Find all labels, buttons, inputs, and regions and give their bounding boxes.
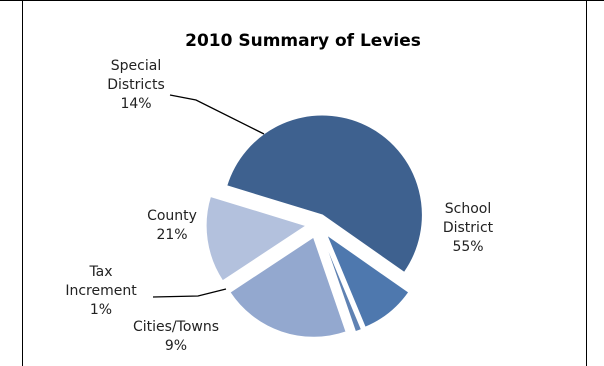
frame-right-line bbox=[586, 0, 587, 366]
leader-line-tax-increment bbox=[152, 288, 227, 298]
leader-lines bbox=[152, 94, 265, 298]
slice-label-county: County 21% bbox=[147, 208, 197, 243]
frame-left-line bbox=[22, 0, 23, 366]
slice-labels: School District 55% Cities/Towns 9%Tax Increm… bbox=[65, 58, 493, 354]
slice-label-school-district: School District 55% bbox=[443, 201, 494, 255]
pie-slice-cities-towns bbox=[325, 233, 410, 328]
frame-top-line bbox=[0, 0, 604, 1]
leader-line-special-districts bbox=[169, 94, 265, 135]
slice-label-cities-towns: Cities/Towns 9% bbox=[133, 319, 219, 354]
chart-title: 2010 Summary of Levies bbox=[185, 31, 421, 51]
pie-slice-county bbox=[229, 236, 347, 338]
pie-slice-school-district bbox=[226, 114, 423, 274]
slices-layer bbox=[205, 114, 423, 338]
pie-slice-special-districts bbox=[205, 195, 308, 282]
slice-label-special-districts: Special Districts 14% bbox=[107, 58, 165, 112]
slice-label-tax-increment: Tax Increment 1% bbox=[65, 264, 137, 318]
pie-slice-tax-increment bbox=[322, 236, 363, 333]
